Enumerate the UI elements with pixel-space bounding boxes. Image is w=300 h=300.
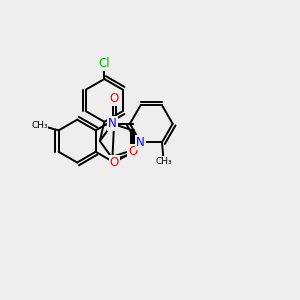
- Text: Cl: Cl: [98, 57, 110, 70]
- Text: O: O: [110, 156, 119, 169]
- Text: O: O: [110, 92, 119, 105]
- Text: CH₃: CH₃: [31, 122, 48, 130]
- Text: N: N: [108, 117, 117, 130]
- Text: N: N: [136, 136, 145, 149]
- Text: CH₃: CH₃: [155, 157, 172, 166]
- Text: O: O: [128, 145, 137, 158]
